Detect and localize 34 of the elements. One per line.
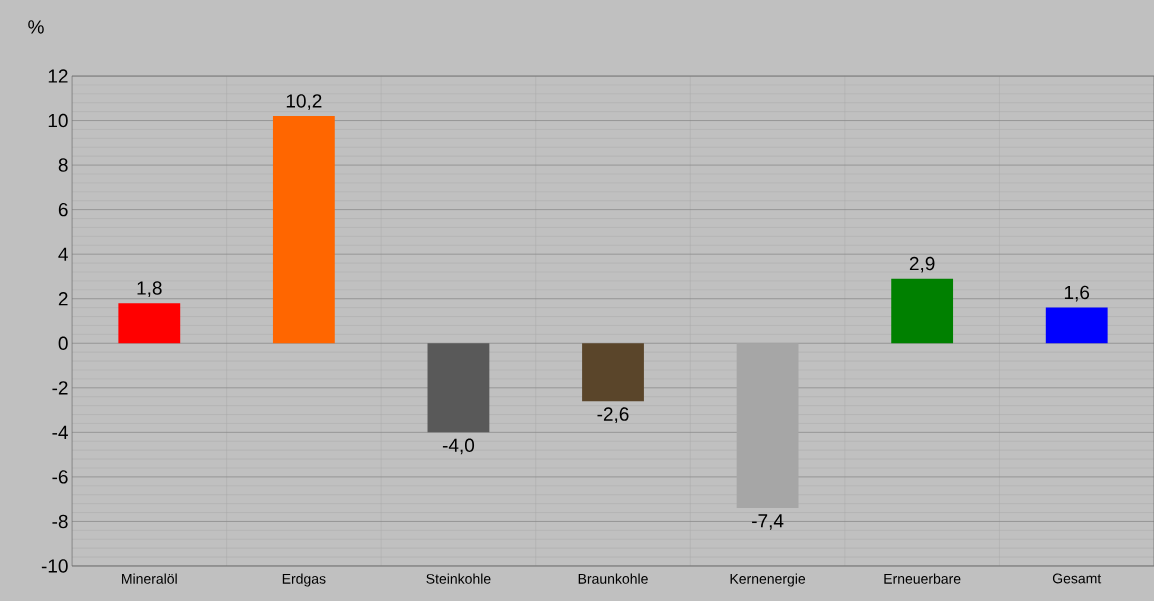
x-tick-label: Gesamt bbox=[1052, 573, 1102, 584]
x-tick-label: Braunkohle bbox=[578, 573, 648, 584]
bar bbox=[118, 303, 181, 344]
data-label: 1,8 bbox=[137, 281, 162, 297]
y-tick-label: 8 bbox=[58, 158, 68, 172]
y-tick-label: -6 bbox=[52, 470, 68, 484]
y-tick-label: 12 bbox=[48, 69, 68, 83]
y-tick-label: -2 bbox=[52, 381, 68, 395]
x-tick-label: Kernenergie bbox=[730, 573, 806, 587]
bar bbox=[736, 343, 799, 509]
data-label: -2,6 bbox=[597, 407, 629, 424]
data-label: 10,2 bbox=[286, 94, 322, 110]
data-label: 2,9 bbox=[909, 256, 935, 273]
y-axis-title: % bbox=[28, 20, 44, 34]
bar bbox=[272, 116, 335, 344]
bar bbox=[427, 343, 490, 433]
y-tick-label: 2 bbox=[58, 292, 68, 306]
x-tick-label: Steinkohle bbox=[426, 573, 491, 584]
x-tick-label: Erneuerbare bbox=[884, 573, 961, 584]
x-tick-label: Erdgas bbox=[282, 573, 326, 587]
y-tick-label: 0 bbox=[58, 336, 68, 350]
bar bbox=[1045, 307, 1108, 344]
y-tick-label: 6 bbox=[58, 202, 68, 217]
bar bbox=[582, 343, 644, 402]
x-tick-label: Mineralöl bbox=[122, 573, 177, 584]
bar bbox=[891, 278, 954, 344]
data-label: -7,4 bbox=[752, 514, 784, 530]
data-label: -4,0 bbox=[442, 438, 475, 455]
y-tick-label: 4 bbox=[58, 247, 68, 261]
y-tick-label: -10 bbox=[41, 559, 68, 573]
y-tick-label: -8 bbox=[52, 514, 68, 529]
y-tick-label: 10 bbox=[48, 113, 68, 128]
y-tick-label: -4 bbox=[52, 425, 68, 439]
data-label: 1,6 bbox=[1064, 285, 1090, 302]
